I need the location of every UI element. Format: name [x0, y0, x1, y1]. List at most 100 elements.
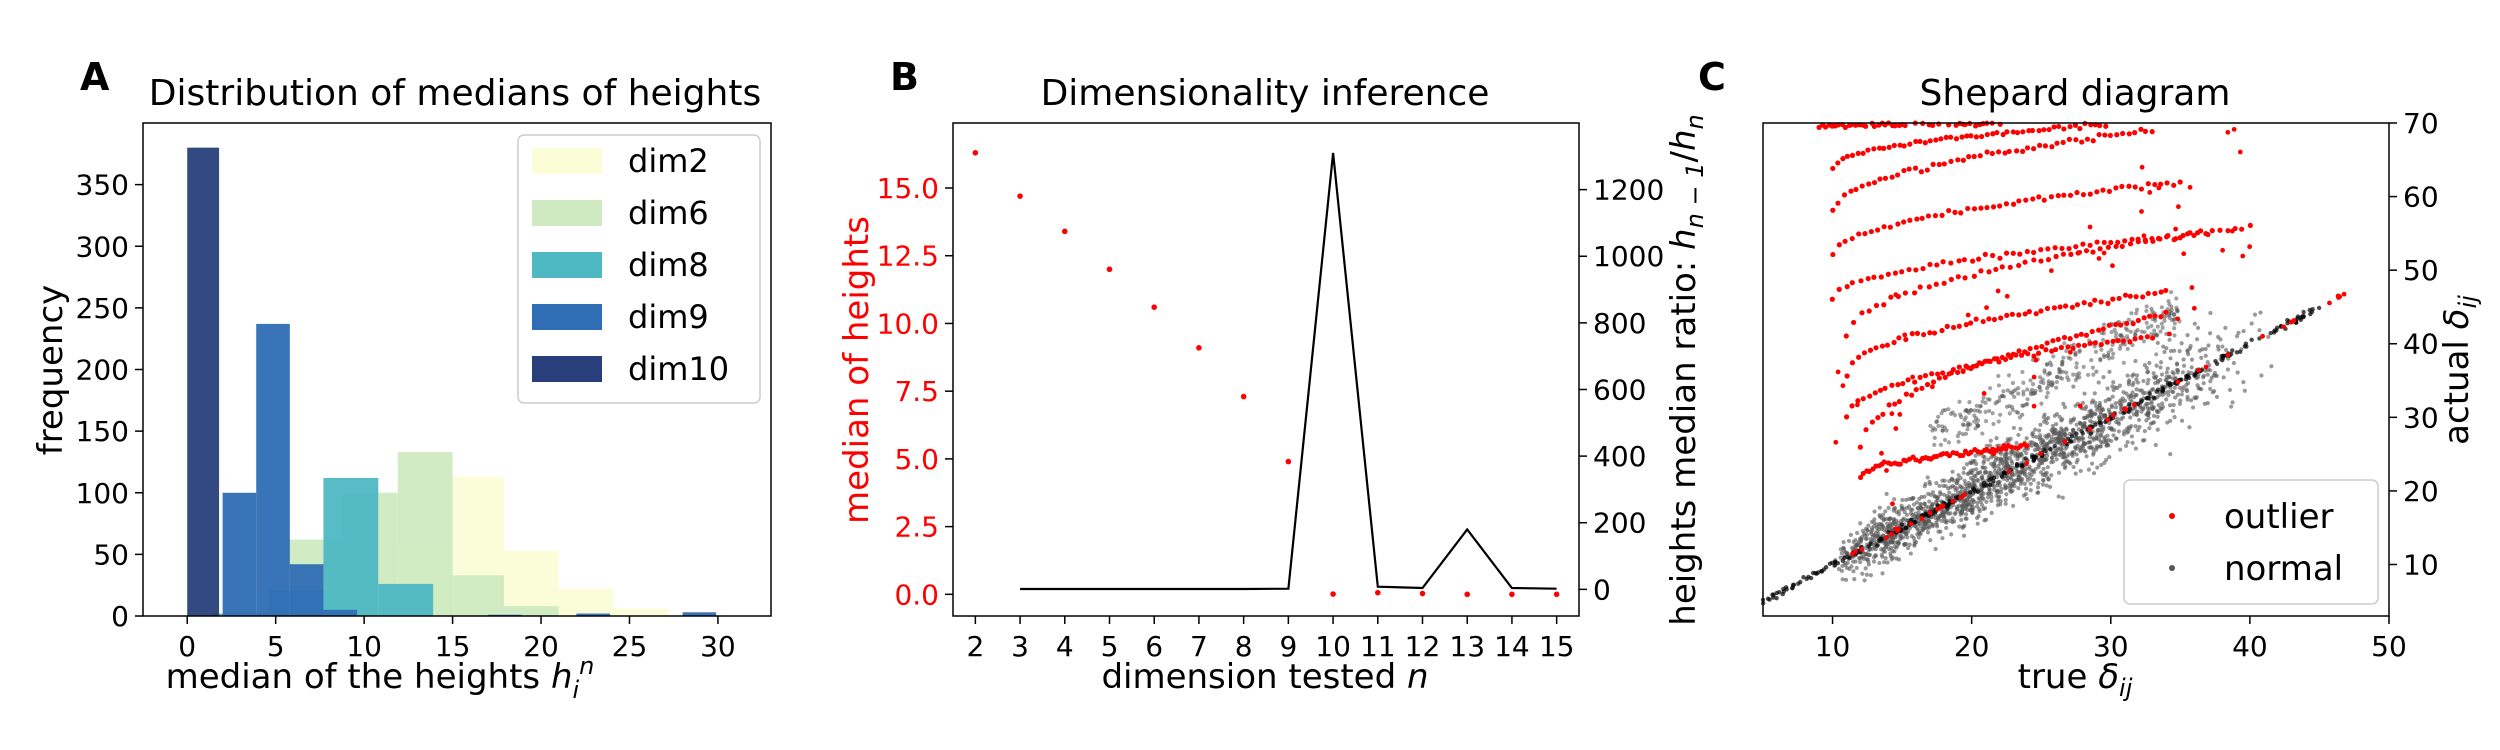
normal-point — [2086, 372, 2091, 378]
normal-point — [2010, 407, 2015, 413]
normal-point — [2145, 369, 2151, 374]
normal-point — [2168, 403, 2173, 408]
outlier-point — [2016, 312, 2022, 318]
normal-point — [2026, 466, 2031, 471]
normal-point — [2154, 352, 2159, 357]
normal-point — [2216, 347, 2221, 352]
normal-point — [2018, 481, 2023, 487]
normal-point — [1925, 475, 1930, 480]
normal-point — [2134, 377, 2139, 382]
normal-point — [2184, 387, 2189, 392]
outlier-point — [2141, 233, 2147, 239]
normal-point — [2030, 430, 2035, 435]
normal-point — [1961, 466, 1967, 471]
outlier-point — [2132, 130, 2138, 136]
outlier-point — [1944, 323, 1950, 329]
outlier-point — [2087, 301, 2093, 308]
outlier-point — [1932, 213, 1939, 219]
normal-point — [2142, 329, 2147, 335]
legend-label-outlier: outlier — [2224, 497, 2333, 537]
outlier-point — [2083, 248, 2090, 254]
normal-point — [2128, 329, 2133, 334]
x-tick-label: 40 — [2232, 630, 2268, 663]
normal-point — [2165, 366, 2170, 371]
normal-point — [1964, 512, 1969, 517]
outlier-point — [1978, 205, 1984, 211]
outlier-point — [2181, 251, 2187, 257]
outlier-point — [1855, 150, 1861, 156]
outlier-point — [1930, 122, 1936, 129]
normal-point — [1968, 461, 1974, 466]
outlier-point — [1840, 156, 1846, 162]
legend-label-normal: normal — [2224, 549, 2343, 589]
normal-point — [2014, 440, 2019, 446]
normal-point — [2011, 425, 2016, 431]
normal-point — [2052, 413, 2057, 418]
outlier-point — [2105, 300, 2111, 306]
normal-point — [1977, 409, 1983, 414]
normal-point — [1981, 460, 1986, 466]
normal-point — [1840, 563, 1845, 568]
normal-point — [2058, 434, 2063, 439]
outlier-point — [2127, 241, 2134, 247]
normal-point — [2179, 377, 2184, 382]
normal-point — [2029, 472, 2034, 478]
outlier-point — [2004, 293, 2010, 299]
outlier-point — [1927, 261, 1933, 268]
normal-point — [1926, 491, 1931, 496]
normal-point — [1858, 521, 1863, 526]
outlier-point — [2177, 179, 2183, 185]
outlier-point — [2050, 338, 2056, 344]
outlier-point — [1829, 296, 1835, 302]
outlier-point — [2341, 291, 2347, 297]
normal-point — [2189, 398, 2194, 403]
normal-point — [2045, 441, 2051, 446]
panel-c-frame — [1762, 122, 2390, 617]
y-tick-label-right: 600 — [1593, 373, 1646, 406]
outlier-point — [1861, 350, 1868, 356]
normal-point — [1894, 556, 1899, 561]
normal-point — [2033, 427, 2038, 432]
normal-point — [1927, 479, 1932, 484]
outlier-point — [2135, 239, 2141, 245]
normal-point — [2118, 417, 2124, 422]
outlier-point — [1843, 333, 1849, 339]
normal-point — [2166, 389, 2171, 394]
outlier-point — [1956, 258, 1962, 264]
outlier-point — [2002, 150, 2008, 156]
normal-point — [2016, 432, 2021, 438]
normal-point — [2096, 380, 2101, 385]
outlier-point — [1918, 169, 1924, 175]
bar-dim9 — [222, 492, 257, 616]
normal-point — [2111, 433, 2116, 438]
outlier-point — [2152, 313, 2158, 319]
normal-point — [1841, 540, 1846, 545]
normal-point — [2100, 406, 2105, 411]
normal-point — [1790, 582, 1796, 588]
outlier-point — [2049, 144, 2055, 150]
outlier-point — [2017, 251, 2023, 257]
outlier-point — [2189, 285, 2195, 290]
normal-point — [1981, 481, 1987, 486]
normal-point — [2210, 390, 2215, 395]
y-tick-label-left: 0.0 — [894, 578, 939, 611]
normal-point — [2060, 495, 2065, 500]
outlier-point — [2140, 294, 2146, 300]
outlier-point — [1910, 374, 1916, 380]
normal-point — [2161, 344, 2166, 349]
outlier-point — [2006, 148, 2012, 155]
normal-point — [2118, 398, 2123, 403]
normal-point — [1998, 412, 2003, 417]
outlier-point — [2113, 321, 2119, 328]
outlier-point — [2053, 346, 2059, 353]
normal-point — [2151, 413, 2157, 418]
normal-point — [1866, 523, 1871, 528]
normal-point — [1974, 504, 1980, 509]
normal-point — [2242, 388, 2247, 393]
normal-point — [2118, 410, 2123, 415]
outlier-point — [2016, 198, 2022, 204]
outlier-point — [1955, 369, 1961, 375]
normal-point — [2118, 447, 2123, 452]
outlier-point — [2187, 230, 2193, 236]
normal-point — [2125, 430, 2130, 435]
